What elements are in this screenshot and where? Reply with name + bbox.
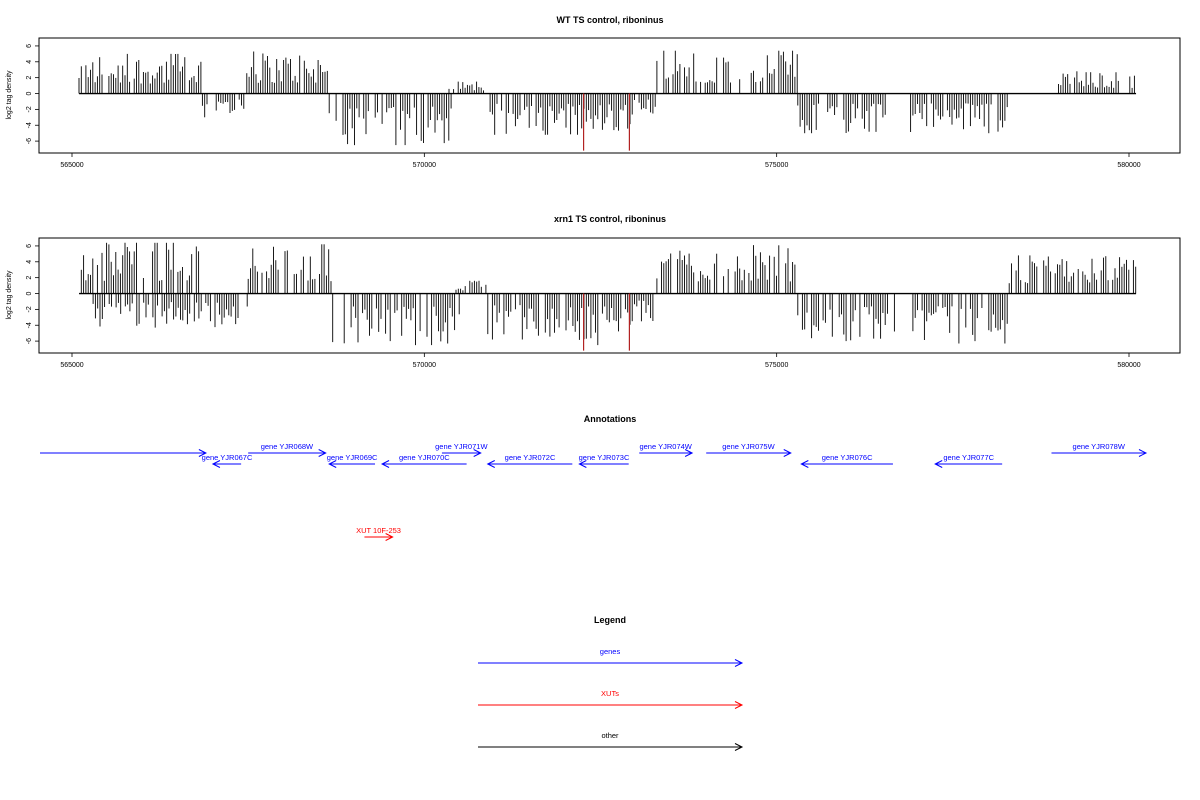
wt-y-axis: 6 4 2 0 -2 -4 -6 [26, 44, 39, 144]
xrn1-track-title: xrn1 TS control, riboninus [554, 214, 666, 224]
xrn1-x-axis: 565000 570000 575000 580000 [60, 353, 1141, 369]
gene-feature: gene YJR073C [578, 453, 630, 468]
annotation-features: gene YJR067C gene YJR068W gene YJR069C gene… [40, 442, 1148, 541]
feature-arrow-head [328, 460, 337, 468]
wt-y-axis-label: log2 tag density [6, 70, 13, 120]
y-tick-label: 0 [26, 291, 33, 295]
legend-item-other: other [478, 731, 744, 751]
feature-arrow-head [318, 449, 327, 457]
x-tick-label: 565000 [60, 362, 83, 369]
gene-feature: gene YJR069C [327, 453, 378, 468]
feature-label: gene YJR075W [722, 442, 775, 451]
xrn1-y-axis-label: log2 tag density [6, 270, 13, 320]
gene-feature: gene YJR070C [380, 453, 467, 468]
y-tick-label: -4 [26, 122, 33, 128]
legend-item-xut: XUTs [478, 689, 744, 709]
gene-feature: gene YJR071W [435, 442, 488, 457]
x-tick-label: 565000 [60, 162, 83, 169]
legend-label: genes [600, 647, 621, 656]
legend-item-gene: genes [478, 647, 744, 667]
gene-feature [40, 449, 208, 457]
wt-bars [78, 50, 1137, 151]
feature-arrow-head [578, 460, 587, 468]
gene-feature: gene YJR068W [248, 442, 327, 457]
feature-label: XUT 10F-253 [356, 526, 401, 535]
feature-arrow-head [211, 460, 221, 468]
legend-arrow-head [734, 701, 744, 709]
feature-label: gene YJR073C [579, 453, 630, 462]
gene-feature: gene YJR072C [486, 453, 573, 468]
x-tick-label: 570000 [413, 162, 436, 169]
feature-arrow-head [380, 460, 390, 468]
legend-arrow-head [734, 743, 744, 751]
y-tick-label: 6 [26, 44, 33, 48]
legend-arrow-head [734, 659, 744, 667]
y-tick-label: -2 [26, 106, 33, 112]
feature-arrow-head [473, 449, 482, 457]
feature-arrow-head [385, 533, 394, 541]
x-tick-label: 575000 [765, 162, 788, 169]
wt-plot-frame [38, 37, 1181, 154]
feature-arrow-head [486, 460, 495, 468]
gene-feature: gene YJR077C [934, 453, 1003, 468]
feature-label: gene YJR074W [639, 442, 692, 451]
annotations-title: Annotations [584, 414, 637, 424]
gene-feature: gene YJR076C [800, 453, 893, 468]
xrn1-y-axis: 6 4 2 0 -2 -4 -6 [26, 244, 39, 344]
feature-arrow-head [800, 460, 809, 468]
x-tick-label: 580000 [1117, 362, 1140, 369]
feature-label: gene YJR071W [435, 442, 488, 451]
wt-track-panel: WT TS control, riboninus log2 tag densit… [6, 15, 1181, 169]
y-tick-label: 4 [26, 60, 33, 64]
feature-label: gene YJR072C [505, 453, 556, 462]
legend-title: Legend [594, 615, 626, 625]
feature-label: gene YJR068W [261, 442, 314, 451]
feature-label: gene YJR077C [943, 453, 994, 462]
legend-panel: Legend genes XUTs other [478, 615, 744, 751]
gene-feature: gene YJR067C [202, 453, 253, 468]
xrn1-bars [79, 242, 1137, 351]
y-tick-label: -6 [26, 338, 33, 344]
x-tick-label: 580000 [1117, 162, 1140, 169]
legend-items: genes XUTs other [478, 647, 744, 751]
feature-label: gene YJR076C [822, 453, 873, 462]
legend-label: XUTs [601, 689, 619, 698]
feature-arrow-head [1138, 449, 1148, 457]
gene-feature: gene YJR075W [706, 442, 792, 457]
feature-arrow-head [198, 449, 208, 457]
x-tick-label: 575000 [765, 362, 788, 369]
y-tick-label: -4 [26, 322, 33, 328]
feature-label: gene YJR070C [399, 453, 450, 462]
gene-feature: gene YJR074W [639, 442, 694, 457]
legend-label: other [601, 731, 619, 740]
y-tick-label: 0 [26, 91, 33, 95]
wt-track-title: WT TS control, riboninus [557, 15, 664, 25]
y-tick-label: -6 [26, 138, 33, 144]
gene-feature: gene YJR078W [1051, 442, 1148, 457]
xut-feature: XUT 10F-253 [356, 526, 401, 541]
feature-arrow-head [684, 449, 694, 457]
xrn1-track-panel: xrn1 TS control, riboninus log2 tag dens… [6, 214, 1181, 369]
y-tick-label: 4 [26, 260, 33, 264]
feature-label: gene YJR069C [327, 453, 378, 462]
y-tick-label: 6 [26, 244, 33, 248]
feature-arrow-head [934, 460, 943, 468]
y-tick-label: 2 [26, 76, 33, 80]
feature-label: gene YJR067C [202, 453, 253, 462]
xrn1-plot-frame [38, 237, 1181, 354]
y-tick-label: 2 [26, 276, 33, 280]
feature-label: gene YJR078W [1073, 442, 1126, 451]
y-tick-label: -2 [26, 306, 33, 312]
x-tick-label: 570000 [413, 362, 436, 369]
wt-x-axis: 565000 570000 575000 580000 [60, 153, 1141, 169]
feature-arrow-head [783, 449, 792, 457]
